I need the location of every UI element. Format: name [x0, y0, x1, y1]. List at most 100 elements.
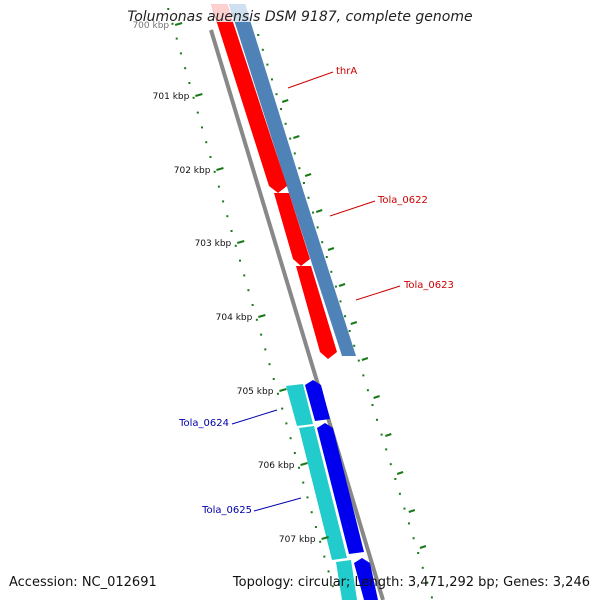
ruler-dash — [408, 509, 416, 513]
gene-thrA-fade — [211, 4, 233, 22]
ruler-dot — [403, 507, 406, 510]
forward-track-segment — [229, 4, 303, 190]
ruler-dot — [321, 241, 324, 244]
ruler-dot — [184, 67, 187, 70]
ruler-dot — [307, 196, 310, 199]
ruler-dot — [275, 93, 278, 96]
ruler-dot — [205, 141, 208, 144]
gene-label-Tola_0622[interactable]: Tola_0622 — [377, 195, 428, 206]
ruler-dash — [293, 135, 300, 139]
map-title: Tolumonas auensis DSM 9187, complete gen… — [127, 9, 473, 25]
ruler-dot — [243, 274, 246, 277]
gene-label-Tola_0624[interactable]: Tola_0624 — [178, 418, 229, 429]
ruler-dot — [353, 344, 356, 347]
ruler-dot — [179, 52, 182, 55]
ruler-dot — [385, 448, 388, 451]
ruler-dot — [293, 152, 296, 155]
leader-Tola_0622 — [329, 200, 376, 217]
ruler-dot — [209, 156, 212, 158]
ruler-dot — [357, 359, 360, 362]
ruler-dot — [272, 378, 275, 380]
ruler-dot — [285, 422, 288, 425]
ruler-dot — [316, 226, 319, 229]
major-tick — [216, 167, 224, 171]
gene-Tola_0625-arrow[interactable] — [317, 423, 364, 554]
ruler-dot — [230, 230, 233, 232]
ruler-dot — [188, 82, 191, 84]
ruler-dot — [314, 526, 317, 528]
forward-track-fade — [229, 4, 251, 22]
ruler-dot — [167, 8, 170, 10]
ruler-dot — [366, 389, 369, 392]
ruler-dot — [264, 348, 267, 351]
major-tick — [258, 314, 266, 318]
ruler-dot — [192, 96, 195, 99]
major-tick — [174, 22, 183, 26]
gene-thrA-arrow[interactable] — [211, 4, 287, 193]
ruler-dot — [331, 585, 334, 588]
ruler-dot — [289, 137, 292, 140]
major-tick — [321, 536, 329, 540]
gene-Tola_0623-arrow[interactable] — [296, 266, 337, 359]
ruler-dot — [234, 244, 237, 247]
ruler-dot — [257, 34, 260, 36]
gene-label-Tola_0625[interactable]: Tola_0625 — [201, 505, 252, 516]
gene-Tola_0624-arrow[interactable] — [305, 380, 330, 421]
forward-track-segment — [288, 190, 356, 356]
ruler-dot — [247, 289, 250, 292]
ruler-dot — [238, 259, 241, 262]
ruler-dot — [298, 167, 301, 170]
ruler-dot — [426, 581, 429, 584]
ruler-dash — [338, 283, 346, 287]
leader-Tola_0624 — [231, 409, 278, 425]
tick-label: 702 kbp — [174, 166, 211, 176]
reverse-cds-segment[interactable] — [354, 558, 378, 600]
ruler-dot — [302, 182, 305, 184]
ruler-dot — [255, 318, 258, 321]
ruler-dot — [348, 330, 351, 332]
ruler-dash — [385, 433, 392, 437]
ruler-dot — [371, 404, 374, 406]
ruler-dot — [293, 452, 296, 454]
gene-Tola_0625-track[interactable] — [299, 426, 347, 560]
ruler-dash — [281, 99, 289, 103]
ruler-dash — [350, 321, 358, 325]
ruler-dot — [201, 126, 204, 129]
major-tick — [195, 93, 203, 97]
ruler-dot — [266, 63, 269, 66]
tick-label: 701 kbp — [153, 92, 190, 102]
ruler-dash — [361, 357, 369, 361]
reverse-track-segment — [336, 560, 357, 600]
major-tick — [300, 462, 308, 466]
ruler-dash — [327, 247, 335, 251]
ruler-dot — [412, 537, 415, 540]
gene-label-Tola_0623[interactable]: Tola_0623 — [403, 280, 454, 291]
major-tick — [236, 240, 245, 244]
ruler-dot — [310, 511, 313, 514]
gene-Tola_0622-arrow[interactable] — [274, 193, 310, 266]
ruler-dash — [373, 395, 380, 399]
ruler-dot — [276, 392, 279, 395]
ruler-dash — [315, 209, 323, 213]
ruler-dot — [222, 200, 225, 203]
ruler-dot — [298, 466, 301, 469]
ruler-dot — [284, 122, 287, 125]
ruler-dot — [280, 108, 283, 110]
ruler-dot — [319, 540, 322, 543]
genome-backbone — [209, 29, 385, 600]
ruler-dot — [344, 315, 347, 318]
ruler-dot — [261, 48, 264, 51]
accession-text: Accession: NC_012691 — [9, 575, 157, 590]
ruler-dot — [289, 437, 292, 440]
gene-Tola_0624-track[interactable] — [286, 384, 313, 426]
ruler-dot — [175, 37, 178, 40]
gene-label-thrA[interactable]: thrA — [336, 66, 357, 77]
ruler-dot — [398, 492, 401, 495]
summary-text: Topology: circular; Length: 3,471,292 bp… — [232, 575, 590, 590]
ruler-dot — [268, 363, 271, 366]
tick-label: 707 kbp — [279, 535, 316, 545]
ruler-dot — [281, 407, 284, 410]
ruler-dot — [417, 552, 420, 554]
ruler-dot — [376, 418, 379, 421]
